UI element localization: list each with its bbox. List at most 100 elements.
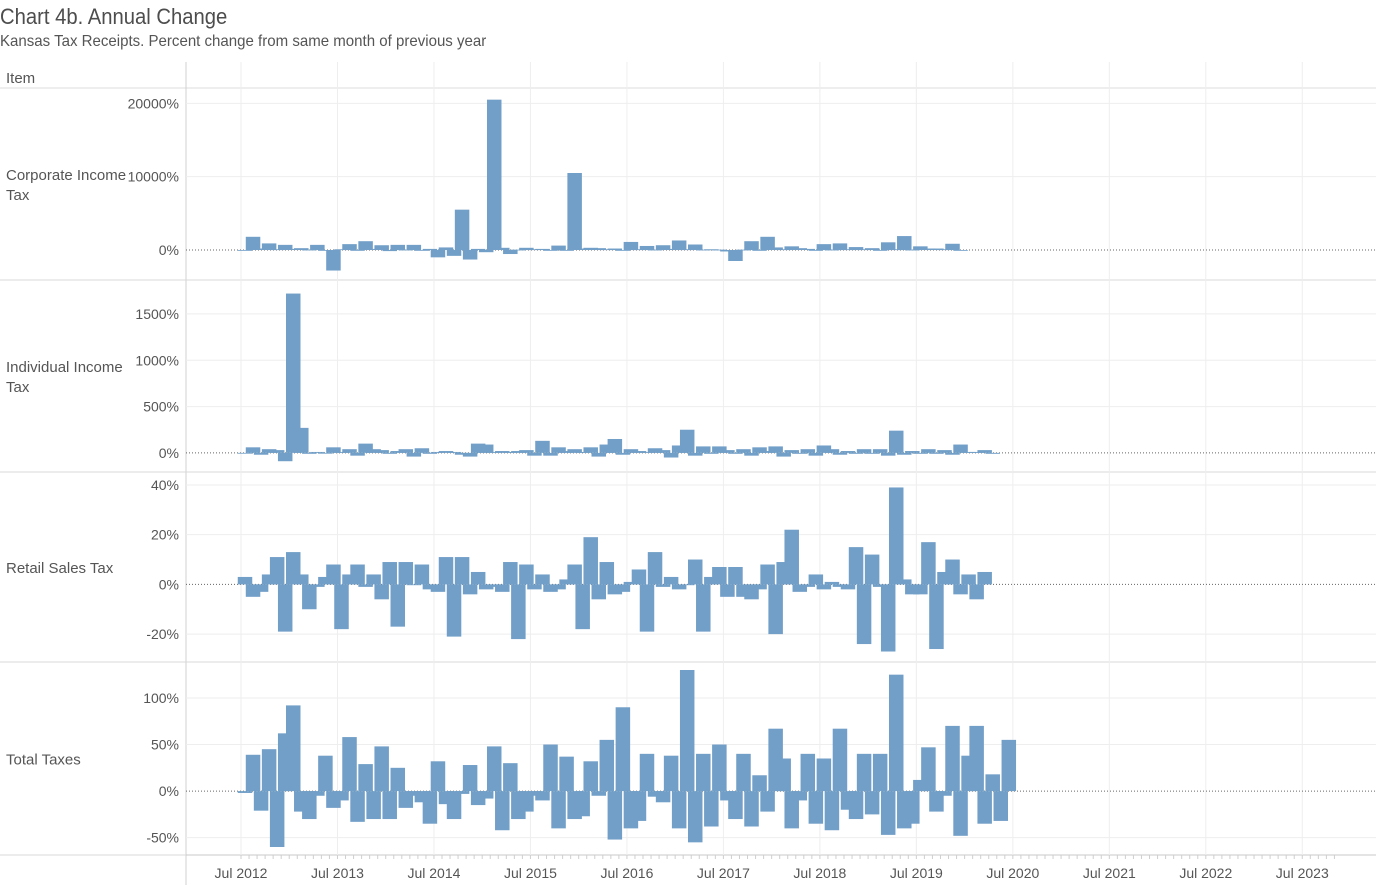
bar bbox=[551, 447, 566, 453]
bar bbox=[358, 764, 373, 792]
bar bbox=[776, 452, 791, 457]
row-label: Corporate Income bbox=[6, 167, 126, 184]
bar bbox=[687, 452, 703, 456]
bar bbox=[897, 236, 912, 250]
bar bbox=[639, 451, 655, 453]
bar bbox=[462, 765, 478, 792]
bar bbox=[374, 450, 389, 453]
bar bbox=[422, 584, 438, 590]
bar bbox=[752, 584, 767, 590]
bar bbox=[495, 247, 510, 250]
bar bbox=[937, 249, 952, 251]
bar bbox=[712, 446, 727, 453]
bar bbox=[888, 249, 904, 251]
bar bbox=[864, 452, 880, 454]
bar bbox=[848, 452, 864, 454]
y-tick-label: 10000% bbox=[128, 169, 179, 185]
bar bbox=[776, 249, 791, 251]
bar bbox=[897, 579, 912, 585]
bar bbox=[237, 452, 253, 454]
y-tick-label: 1500% bbox=[135, 306, 179, 322]
bar bbox=[872, 584, 888, 587]
x-tick-label: Jul 2016 bbox=[600, 865, 653, 881]
bar bbox=[728, 452, 743, 454]
bar bbox=[261, 749, 277, 792]
bar bbox=[285, 248, 301, 250]
bar bbox=[478, 791, 494, 799]
bar bbox=[921, 449, 936, 453]
bar bbox=[824, 449, 840, 453]
bar bbox=[269, 557, 285, 585]
bar bbox=[752, 250, 767, 251]
bar bbox=[760, 236, 775, 250]
bar bbox=[712, 249, 727, 251]
bar bbox=[655, 450, 671, 453]
bar bbox=[736, 753, 751, 792]
y-tick-label: 100% bbox=[143, 690, 179, 706]
bar bbox=[382, 562, 397, 585]
bar bbox=[414, 250, 430, 251]
bar bbox=[913, 452, 928, 454]
bar bbox=[374, 584, 389, 600]
bar bbox=[366, 574, 381, 585]
bar bbox=[744, 241, 759, 250]
bar bbox=[671, 791, 687, 829]
bar bbox=[607, 791, 623, 840]
bar bbox=[535, 440, 550, 453]
row-header: Item bbox=[6, 70, 35, 87]
bar bbox=[486, 451, 502, 453]
bar bbox=[310, 451, 325, 453]
bar bbox=[816, 758, 832, 792]
bar bbox=[623, 449, 639, 453]
bar bbox=[446, 250, 462, 256]
bar bbox=[720, 450, 735, 453]
bar bbox=[784, 246, 799, 250]
bar bbox=[929, 791, 944, 812]
bar bbox=[953, 444, 968, 453]
bar bbox=[969, 451, 984, 453]
bar bbox=[776, 758, 791, 792]
bar bbox=[277, 244, 293, 250]
bar bbox=[318, 452, 333, 454]
bar bbox=[679, 670, 695, 792]
bar bbox=[358, 241, 373, 250]
y-tick-label: 20% bbox=[151, 527, 179, 543]
bar bbox=[583, 447, 598, 453]
bar bbox=[937, 791, 952, 796]
bar bbox=[880, 584, 896, 652]
y-tick-label: 0% bbox=[159, 783, 179, 799]
bar bbox=[446, 584, 462, 637]
bar bbox=[961, 451, 976, 453]
bar bbox=[422, 248, 438, 250]
bar bbox=[848, 547, 864, 585]
bar bbox=[454, 791, 470, 794]
bar bbox=[720, 584, 735, 597]
x-tick-label: Jul 2023 bbox=[1276, 865, 1329, 881]
bar bbox=[905, 451, 920, 453]
y-tick-label: 0% bbox=[159, 242, 179, 258]
bar bbox=[551, 791, 566, 829]
bar bbox=[752, 447, 767, 453]
bar bbox=[551, 584, 566, 590]
bar bbox=[422, 452, 438, 454]
bar bbox=[253, 248, 269, 250]
bar bbox=[768, 446, 783, 453]
bar bbox=[326, 250, 341, 271]
bar bbox=[792, 248, 808, 250]
bar bbox=[864, 791, 880, 815]
y-tick-label: 40% bbox=[151, 477, 179, 493]
bar bbox=[671, 445, 687, 453]
bar bbox=[406, 791, 422, 796]
bar bbox=[760, 564, 775, 585]
bar bbox=[559, 451, 574, 453]
bar bbox=[543, 250, 558, 251]
x-tick-label: Jul 2013 bbox=[311, 865, 364, 881]
bar bbox=[663, 248, 679, 250]
bar bbox=[495, 791, 510, 831]
bar bbox=[872, 753, 888, 792]
bar bbox=[897, 452, 912, 455]
bar bbox=[921, 542, 936, 585]
bar bbox=[503, 250, 518, 255]
bar bbox=[808, 452, 824, 456]
bar bbox=[824, 581, 840, 585]
